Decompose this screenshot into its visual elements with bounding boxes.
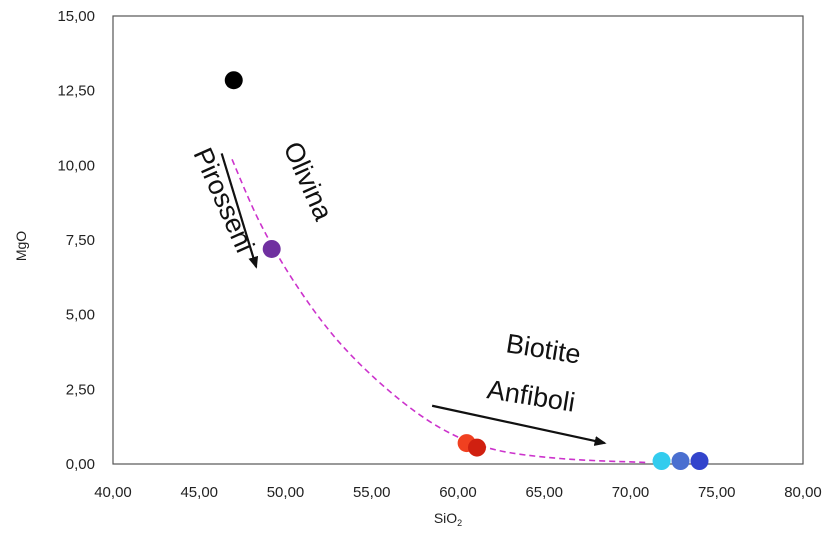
x-tick-label: 80,00 — [784, 484, 822, 501]
y-tick-label: 2,50 — [66, 381, 95, 398]
y-axis-label: MgO — [13, 231, 29, 261]
y-tick-label: 12,50 — [57, 83, 95, 100]
x-tick-label: 60,00 — [439, 484, 477, 501]
data-point — [671, 452, 690, 471]
x-tick-label: 50,00 — [267, 484, 305, 501]
y-tick-label: 7,50 — [66, 232, 95, 249]
x-tick-label: 65,00 — [525, 484, 563, 501]
x-tick-label: 75,00 — [698, 484, 736, 501]
x-tick-label: 40,00 — [94, 484, 132, 501]
y-tick-labels: 0,00 2,50 5,00 7,50 10,00 12,50 15,00 — [57, 8, 95, 473]
data-point — [690, 452, 709, 471]
annotation-biotite: Biotite — [504, 328, 583, 369]
x-tick-label: 55,00 — [353, 484, 391, 501]
data-point — [262, 239, 281, 258]
data-point — [224, 71, 243, 90]
x-axis-label: SiO2 — [434, 510, 462, 528]
arrows — [220, 153, 607, 446]
plot-area — [112, 15, 804, 465]
trend-line — [231, 159, 648, 464]
y-tick-label: 10,00 — [57, 157, 95, 174]
data-point — [467, 438, 486, 457]
data-point — [652, 452, 671, 471]
y-tick-label: 5,00 — [66, 307, 95, 324]
annotation-olivina: Olivina — [278, 137, 339, 225]
x-tick-label: 45,00 — [180, 484, 218, 501]
x-tick-labels: 40,00 45,00 50,00 55,00 60,00 65,00 70,00 75,00… — [94, 484, 822, 501]
x-tick-label: 70,00 — [612, 484, 650, 501]
y-tick-label: 15,00 — [57, 8, 95, 25]
data-points — [224, 71, 709, 471]
arrow-1 — [220, 153, 259, 269]
arrow-2 — [431, 404, 607, 446]
annotation-anfiboli: Anfiboli — [485, 374, 577, 417]
y-tick-label: 0,00 — [66, 456, 95, 473]
